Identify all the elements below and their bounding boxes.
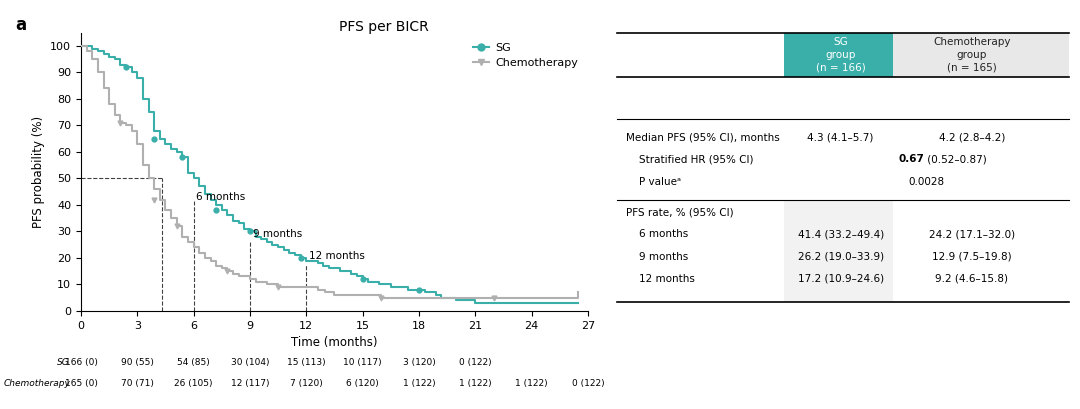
Text: PFS rate, % (95% CI): PFS rate, % (95% CI) — [625, 207, 733, 217]
Text: 17.2 (10.9–24.6): 17.2 (10.9–24.6) — [798, 274, 883, 284]
Bar — [893, 33, 1069, 77]
Text: 6 months: 6 months — [625, 229, 688, 239]
Text: 70 (71): 70 (71) — [121, 379, 153, 388]
Text: 1 (122): 1 (122) — [515, 379, 548, 388]
Text: 26 (105): 26 (105) — [174, 379, 213, 388]
Text: 0.0028: 0.0028 — [908, 177, 945, 187]
Text: SG
group
(n = 166): SG group (n = 166) — [815, 37, 865, 73]
Text: 30 (104): 30 (104) — [231, 358, 269, 367]
Text: 165 (0): 165 (0) — [65, 379, 97, 388]
Text: (0.52–0.87): (0.52–0.87) — [924, 154, 987, 164]
Text: Median PFS (95% CI), months: Median PFS (95% CI), months — [625, 132, 780, 142]
Text: 12 (117): 12 (117) — [231, 379, 269, 388]
Text: a: a — [15, 16, 26, 34]
Text: 12.9 (7.5–19.8): 12.9 (7.5–19.8) — [932, 252, 1012, 262]
Text: 15 (113): 15 (113) — [287, 358, 325, 367]
Text: Chemotherapy
group
(n = 165): Chemotherapy group (n = 165) — [933, 37, 1011, 73]
Text: 7 (120): 7 (120) — [289, 379, 323, 388]
Text: 4.2 (2.8–4.2): 4.2 (2.8–4.2) — [939, 132, 1005, 142]
Text: 41.4 (33.2–49.4): 41.4 (33.2–49.4) — [797, 229, 883, 239]
Text: 166 (0): 166 (0) — [65, 358, 97, 367]
Text: 9 months: 9 months — [625, 252, 688, 262]
Text: 12 months: 12 months — [309, 251, 365, 261]
Legend: SG, Chemotherapy: SG, Chemotherapy — [469, 38, 582, 73]
Text: 54 (85): 54 (85) — [177, 358, 210, 367]
Text: Stratified HR (95% CI): Stratified HR (95% CI) — [625, 154, 753, 164]
Text: 3 (120): 3 (120) — [403, 358, 435, 367]
Text: 6 (120): 6 (120) — [347, 379, 379, 388]
Text: 0 (122): 0 (122) — [571, 379, 604, 388]
X-axis label: Time (months): Time (months) — [292, 336, 378, 349]
Text: P valueᵃ: P valueᵃ — [625, 177, 680, 187]
Text: 90 (55): 90 (55) — [121, 358, 153, 367]
Text: 12 months: 12 months — [625, 274, 694, 284]
Text: 0 (122): 0 (122) — [459, 358, 491, 367]
Text: Chemotherapy: Chemotherapy — [3, 379, 70, 388]
Text: 4.3 (4.1–5.7): 4.3 (4.1–5.7) — [808, 132, 874, 142]
Text: 9 months: 9 months — [253, 229, 302, 239]
Y-axis label: PFS probability (%): PFS probability (%) — [31, 116, 44, 228]
Text: 26.2 (19.0–33.9): 26.2 (19.0–33.9) — [798, 252, 883, 262]
Text: PFS per BICR: PFS per BICR — [338, 20, 429, 34]
Bar — [784, 200, 893, 303]
Text: 1 (122): 1 (122) — [459, 379, 491, 388]
Text: 9.2 (4.6–15.8): 9.2 (4.6–15.8) — [935, 274, 1009, 284]
Text: 6 months: 6 months — [197, 192, 246, 202]
Text: 0.67: 0.67 — [899, 154, 924, 164]
Text: 24.2 (17.1–32.0): 24.2 (17.1–32.0) — [929, 229, 1015, 239]
Text: 10 (117): 10 (117) — [343, 358, 382, 367]
Text: 1 (122): 1 (122) — [403, 379, 435, 388]
Bar — [784, 33, 893, 77]
Text: SG: SG — [57, 358, 70, 367]
